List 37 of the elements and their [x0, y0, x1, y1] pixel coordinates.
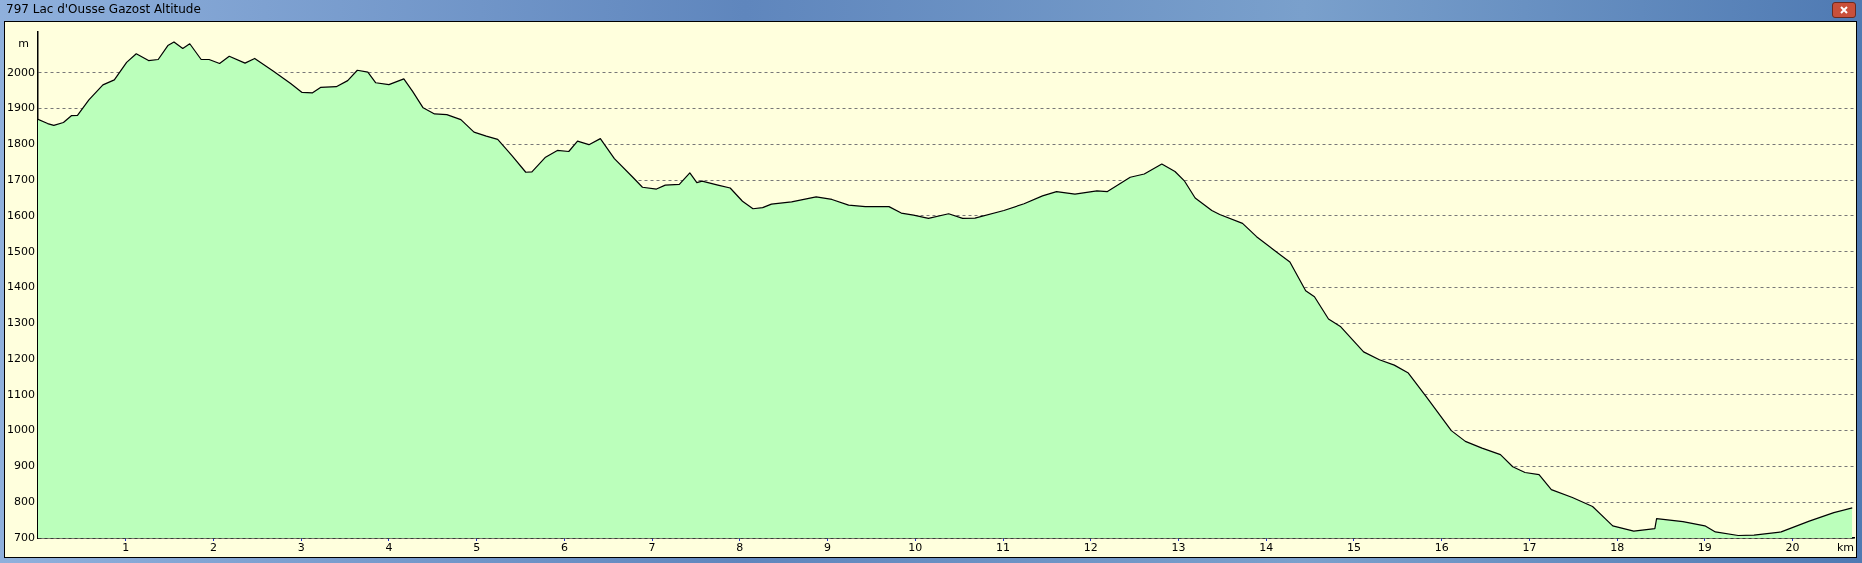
x-tick-label: 16: [1434, 541, 1449, 555]
y-tick-label: 1100: [7, 387, 35, 401]
y-tick-label: 1600: [7, 208, 35, 222]
x-tick-label: 15: [1346, 541, 1361, 555]
x-tick-label: 12: [1083, 541, 1098, 555]
y-tick-label: 1000: [7, 423, 35, 437]
y-tick-label: 1300: [7, 316, 35, 330]
x-tick-label: 8: [736, 541, 744, 555]
x-tick-label: 9: [824, 541, 832, 555]
x-tick-label: 20: [1785, 541, 1800, 555]
x-axis-title: km: [1836, 541, 1854, 555]
x-tick-label: 10: [908, 541, 923, 555]
x-tick-label: 13: [1171, 541, 1186, 555]
x-tick-label: 5: [473, 541, 481, 555]
y-tick-label: 1700: [7, 172, 35, 186]
y-tick-label: 900: [14, 459, 35, 473]
y-tick-label: 1400: [7, 280, 35, 294]
x-tick-label: 17: [1522, 541, 1537, 555]
y-tick-label: 700: [14, 530, 35, 544]
x-tick-label: 3: [297, 541, 305, 555]
x-tick-label: 18: [1610, 541, 1625, 555]
x-tick-label: 11: [996, 541, 1011, 555]
chart-title: 797 Lac d'Ousse Gazost Altitude: [6, 2, 201, 16]
x-tick-label: 14: [1259, 541, 1274, 555]
y-tick-label: 1200: [7, 351, 35, 365]
x-tick-label: 4: [385, 541, 393, 555]
y-axis-title: m: [18, 36, 29, 50]
x-tick-label: 6: [560, 541, 568, 555]
x-tick-label: 1: [122, 541, 130, 555]
x-tick-label: 19: [1697, 541, 1712, 555]
x-tick-label: 2: [209, 541, 217, 555]
y-tick-label: 800: [14, 495, 35, 509]
x-tick-label: 7: [648, 541, 656, 555]
y-tick-label: 1900: [7, 101, 35, 115]
y-tick-label: 1800: [7, 137, 35, 151]
y-tick-label: 1500: [7, 244, 35, 258]
y-tick-label: 2000: [7, 65, 35, 79]
